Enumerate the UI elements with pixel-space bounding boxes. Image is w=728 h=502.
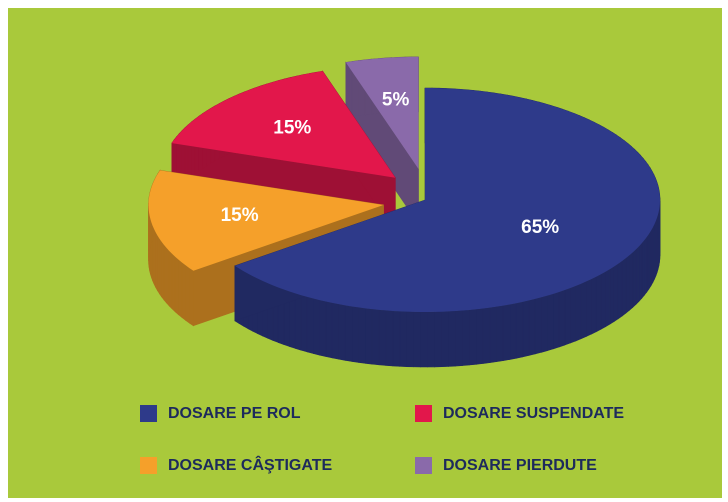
slice-side [306, 296, 314, 354]
slice-side [358, 307, 366, 364]
slice-side [621, 257, 627, 317]
slice [234, 87, 661, 368]
slice-side [496, 305, 504, 363]
slice-side [580, 280, 587, 340]
slice-side [617, 260, 623, 320]
legend-label: DOSARE PE ROL [168, 405, 301, 422]
data-label: 65% [521, 217, 559, 238]
slice-side [534, 296, 542, 355]
slice-side [166, 247, 170, 307]
slice-side [462, 309, 470, 366]
data-label: 15% [273, 118, 311, 139]
slice-side [413, 311, 421, 368]
slice-side [570, 285, 577, 344]
slice-side [185, 264, 190, 324]
slice-side [351, 306, 359, 363]
slice-side [641, 239, 645, 300]
slice-side [378, 309, 387, 366]
slice-side [300, 294, 308, 353]
slice-side [575, 283, 582, 342]
slice-side [161, 240, 165, 301]
slice-side [365, 307, 373, 365]
slice-side [595, 273, 602, 333]
slice-side [174, 256, 179, 316]
slice-side [528, 298, 536, 356]
slice-side [541, 295, 548, 353]
slice-side [558, 289, 566, 348]
slice-side [392, 310, 401, 367]
slice-side [502, 304, 511, 361]
slice-side [591, 276, 597, 335]
slice-side [635, 245, 640, 306]
slice-side [159, 237, 162, 298]
slice-side [613, 263, 619, 323]
slice-side [625, 254, 630, 314]
legend-label: DOSARE PIERDUTE [443, 457, 597, 474]
slice-side [448, 310, 456, 367]
slice-side [399, 311, 407, 367]
legend-swatch [415, 457, 432, 474]
slice-side [489, 306, 497, 363]
slice-side [482, 307, 491, 364]
slice-side [331, 302, 339, 360]
slice-side [469, 308, 477, 366]
slice-side [515, 301, 524, 359]
slice-side [171, 253, 176, 313]
slice-side [648, 229, 652, 290]
slice-side [385, 310, 394, 367]
slice-side [163, 243, 167, 304]
slice-side [629, 251, 634, 311]
slice-side [476, 308, 484, 365]
slice-top [234, 88, 660, 312]
slice-side [344, 304, 353, 362]
slice-top [148, 170, 384, 271]
slice-side [181, 261, 186, 321]
slice-side [319, 299, 327, 357]
slice-side [547, 293, 554, 351]
data-label: 15% [221, 205, 259, 226]
slice-side [609, 265, 615, 325]
slice-side [189, 267, 194, 327]
slice-side [586, 278, 592, 337]
slice-side [553, 291, 560, 350]
slice-side [441, 311, 449, 368]
slice-side [600, 271, 606, 330]
slice-side [338, 303, 346, 361]
legend-swatch [140, 457, 157, 474]
slice-side [371, 308, 380, 366]
slice-side [638, 242, 643, 303]
slice-side [178, 259, 183, 319]
slice-side [646, 232, 650, 293]
legend-label: DOSARE CÂŞTIGATE [168, 455, 332, 474]
slice-side [325, 301, 333, 359]
slice-side [455, 310, 463, 367]
legend-swatch [140, 405, 157, 422]
slice-side [427, 311, 435, 368]
slice-side [632, 248, 637, 309]
data-label: 5% [382, 89, 410, 110]
slice-side [294, 292, 302, 351]
slice-side [509, 302, 517, 360]
slice-side [605, 268, 611, 328]
slice-side [564, 287, 571, 346]
slice-top [171, 71, 396, 178]
slice-side [644, 236, 648, 297]
slice-side [406, 311, 414, 368]
slice-top [345, 56, 419, 169]
slice-side [420, 311, 428, 368]
slice-side [434, 311, 442, 368]
legend-label: DOSARE SUSPENDATE [443, 405, 624, 422]
slice-side [522, 300, 530, 358]
slice [345, 56, 419, 225]
legend-swatch [415, 405, 432, 422]
slice-side [168, 250, 173, 310]
slice-side [313, 298, 320, 356]
